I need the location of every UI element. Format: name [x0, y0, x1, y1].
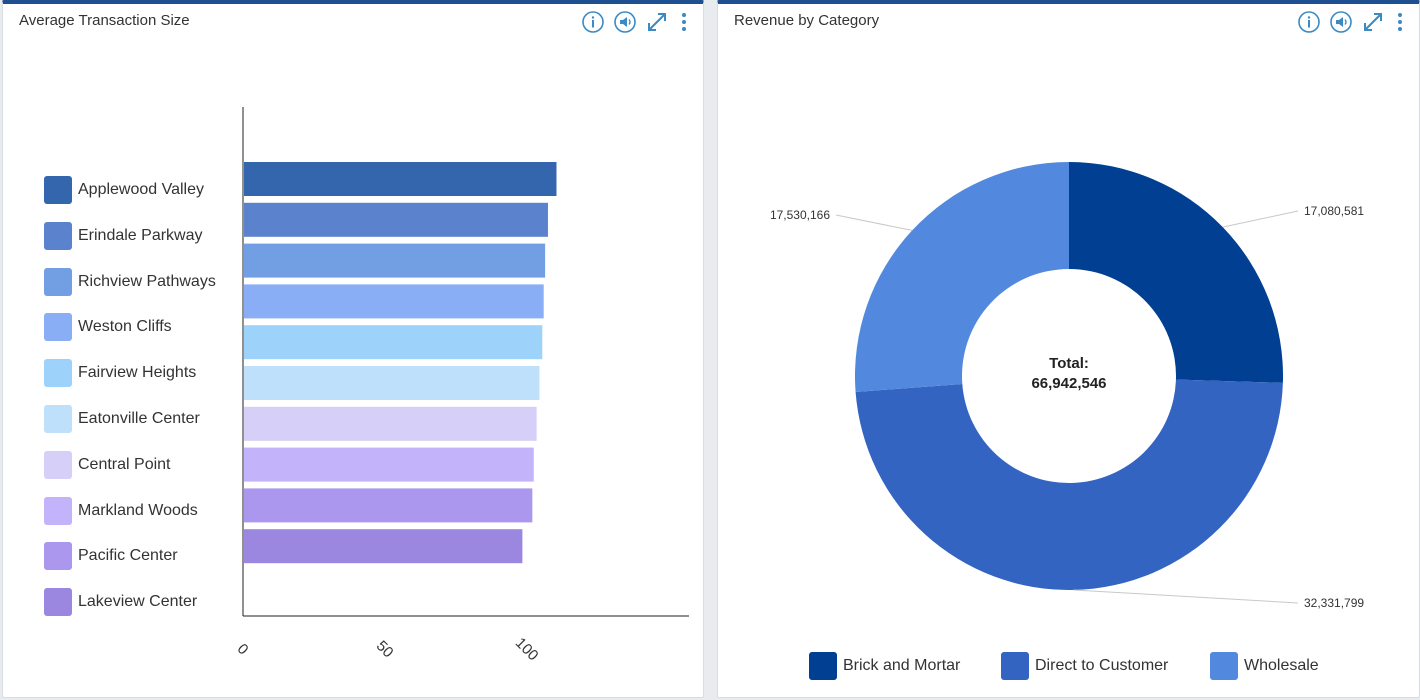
leader-line [1222, 210, 1299, 228]
legend-item[interactable]: Lakeview Center [44, 588, 198, 617]
slice-value-label: 17,530,166 [770, 208, 830, 222]
legend-item[interactable]: Pacific Center [44, 542, 178, 571]
legend-label: Brick and Mortar [843, 657, 961, 674]
legend-swatch [809, 652, 837, 680]
legend-swatch [1210, 652, 1238, 680]
legend-swatch [44, 267, 72, 296]
slice-value-label: 17,080,581 [1304, 204, 1364, 218]
legend-item[interactable]: Markland Woods [44, 496, 198, 525]
expand-icon[interactable] [645, 10, 671, 34]
legend-label: Applewood Valley [78, 181, 205, 198]
legend-item[interactable]: Richview Pathways [44, 267, 216, 296]
legend-swatch [44, 496, 72, 525]
legend-swatch [44, 221, 72, 250]
legend-label: Eatonville Center [78, 410, 200, 427]
bar-weston-cliffs[interactable] [244, 284, 544, 319]
legend-swatch [44, 588, 72, 617]
bar-chart: 0 50 100 [234, 107, 689, 664]
bar-eatonville-center[interactable] [244, 366, 540, 400]
panel-toolbar [581, 10, 697, 34]
legend-item[interactable]: Applewood Valley [44, 176, 204, 204]
revenue-by-category-panel: Revenue by Category 17,080,581 32,331,799… [717, 0, 1420, 698]
donut-center-label: Total: [1049, 355, 1089, 372]
bar-pacific-center[interactable] [244, 488, 533, 523]
x-tick-label: 0 [234, 640, 252, 658]
legend-label: Central Point [78, 455, 171, 473]
legend-label: Lakeview Center [78, 593, 198, 611]
bar-markland-woods[interactable] [244, 447, 534, 482]
bar-fairview-heights[interactable] [244, 325, 543, 360]
legend-item[interactable]: Erindale Parkway [44, 221, 203, 250]
legend-label: Wholesale [1244, 657, 1319, 674]
legend-item[interactable]: Brick and Mortar [809, 652, 960, 680]
legend-label: Richview Pathways [78, 272, 216, 290]
legend-swatch [44, 313, 72, 342]
slice-wholesale[interactable] [855, 162, 1069, 392]
x-tick-label: 100 [512, 634, 542, 664]
more-icon[interactable] [1393, 10, 1407, 34]
donut-chart: 17,080,581 32,331,799 17,530,166 Total: 66… [770, 162, 1364, 610]
legend-swatch [44, 450, 72, 479]
legend-item[interactable]: Fairview Heights [44, 359, 197, 388]
legend-label: Pacific Center [78, 547, 178, 565]
slice-value-label: 32,331,799 [1304, 596, 1364, 610]
legend-label: Direct to Customer [1035, 657, 1169, 674]
bar-lakeview-center[interactable] [244, 529, 523, 564]
legend-swatch [44, 405, 72, 433]
bar-richview-pathways[interactable] [244, 243, 546, 278]
expand-icon[interactable] [1361, 10, 1387, 34]
bar-central-point[interactable] [244, 406, 537, 441]
slice-brick-and-mortar[interactable] [1069, 162, 1283, 383]
more-icon[interactable] [677, 10, 691, 34]
audio-icon[interactable] [613, 10, 639, 34]
slice-direct-to-customer[interactable] [855, 379, 1283, 591]
leader-line [835, 214, 913, 231]
panel-title: Revenue by Category [734, 12, 880, 29]
legend-label: Weston Cliffs [78, 318, 172, 336]
legend-item[interactable]: Wholesale [1210, 652, 1319, 680]
legend-item[interactable]: Direct to Customer [1001, 652, 1168, 680]
legend-label: Markland Woods [78, 501, 198, 519]
info-icon[interactable] [1297, 10, 1323, 34]
donut-center-value: 66,942,546 [1031, 375, 1106, 392]
panel-title: Average Transaction Size [19, 12, 190, 29]
legend-label: Fairview Heights [78, 364, 197, 382]
legend-swatch [1001, 652, 1029, 680]
info-icon[interactable] [581, 10, 607, 34]
legend-swatch [44, 176, 72, 204]
panel-toolbar [1297, 10, 1413, 34]
bar-applewood-valley[interactable] [244, 162, 557, 196]
x-tick-label: 50 [373, 637, 397, 661]
leader-line [1073, 589, 1299, 604]
legend-swatch [44, 542, 72, 571]
average-transaction-size-panel: Average Transaction Size Applewood Valle… [2, 0, 704, 698]
legend-item[interactable]: Eatonville Center [44, 405, 200, 433]
legend-swatch [44, 359, 72, 388]
audio-icon[interactable] [1329, 10, 1355, 34]
legend-item[interactable]: Central Point [44, 450, 171, 479]
legend-item[interactable]: Weston Cliffs [44, 313, 172, 342]
legend-label: Erindale Parkway [78, 226, 203, 244]
bar-erindale-parkway[interactable] [244, 202, 548, 237]
